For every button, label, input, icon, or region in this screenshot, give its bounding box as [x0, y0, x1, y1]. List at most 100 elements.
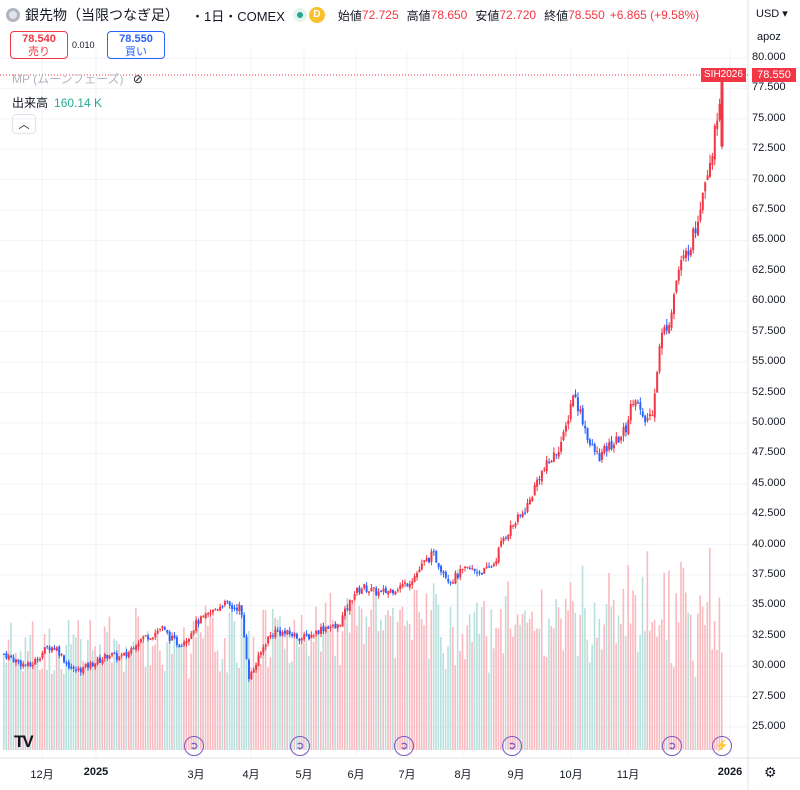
gear-icon[interactable]: ⚙	[764, 764, 777, 780]
candle-body	[341, 615, 344, 627]
volume-bar	[574, 612, 577, 750]
volume-bar	[567, 610, 569, 750]
y-axis-tick-label: 35.000	[752, 598, 786, 611]
candle-body	[127, 652, 130, 658]
volume-bar	[430, 610, 433, 750]
candle-body	[437, 563, 440, 568]
candle-body	[634, 400, 637, 406]
candle-body	[718, 104, 721, 120]
candle-body	[96, 658, 99, 665]
candle-body	[286, 630, 289, 635]
moon-phase-indicator[interactable]: MP (ムーンフェーズ) ⊘	[12, 70, 143, 87]
candle-body	[598, 452, 601, 462]
volume-bar	[663, 572, 665, 750]
lightning-event-icon[interactable]: ⚡	[712, 736, 732, 756]
tradingview-logo[interactable]: TV	[14, 732, 34, 751]
candle-body	[670, 312, 673, 328]
volume-bar	[221, 658, 224, 750]
candle-body	[348, 599, 351, 611]
volume-bar	[413, 589, 416, 750]
volume-bar	[317, 633, 320, 750]
volume-bar	[428, 658, 430, 750]
volume-bar	[312, 641, 315, 750]
candle-body	[12, 657, 15, 663]
dividend-event-icon[interactable]: ➲	[394, 736, 414, 756]
candle-body	[497, 547, 500, 563]
volume-bar	[245, 648, 248, 750]
volume-bar	[372, 590, 375, 750]
candle-body	[440, 565, 443, 572]
candle-body	[425, 558, 428, 562]
candle-body	[540, 470, 543, 482]
moon-phase-label: MP (ムーンフェーズ)	[12, 72, 124, 86]
candle-body	[144, 635, 147, 637]
collapse-indicators-button[interactable]: ︿	[12, 114, 36, 134]
volume-bar	[718, 597, 721, 750]
volume-bar	[315, 606, 317, 750]
volume-bar	[51, 674, 53, 750]
volume-bar	[660, 619, 663, 750]
volume-bar	[490, 609, 493, 750]
volume-bar	[471, 641, 473, 750]
candle-body	[235, 607, 238, 611]
candle-body	[430, 551, 433, 562]
currency-selector[interactable]: USD ▾	[756, 8, 788, 20]
volume-bar	[139, 641, 142, 750]
dividend-event-icon[interactable]: ➲	[502, 736, 522, 756]
candle-body	[27, 662, 30, 666]
candle-body	[533, 484, 536, 496]
candle-body	[574, 394, 577, 398]
candle-body	[588, 439, 591, 445]
volume-bar	[456, 569, 459, 750]
volume-bar	[283, 648, 286, 750]
candle-body	[519, 514, 522, 516]
scale-mode[interactable]: apoz	[757, 31, 781, 43]
candle-body	[572, 395, 575, 407]
volume-bar	[392, 607, 394, 750]
y-axis-tick-label: 55.000	[752, 355, 786, 368]
volume-bar	[123, 671, 125, 750]
volume-bar	[307, 655, 310, 750]
dividend-event-icon[interactable]: ➲	[662, 736, 682, 756]
volume-bar	[202, 638, 204, 750]
volume-bar	[243, 631, 245, 750]
candle-body	[209, 612, 212, 614]
buy-button[interactable]: 78.550 買い	[107, 31, 165, 59]
candle-body	[67, 661, 70, 668]
candle-body	[665, 324, 668, 331]
symbol-title[interactable]: 銀先物（当限つなぎ足）	[25, 7, 179, 23]
candle-body	[641, 411, 644, 417]
volume-bar	[519, 624, 521, 750]
volume-bar	[348, 632, 351, 750]
volume-bar	[12, 654, 15, 750]
candle-body	[358, 587, 361, 593]
candle-body	[315, 630, 318, 635]
candle-body	[644, 415, 647, 423]
volume-bar	[300, 614, 303, 750]
volume-bar	[360, 608, 363, 750]
volume-bar	[603, 624, 605, 750]
volume-indicator[interactable]: 出来高 160.14 K	[12, 94, 102, 111]
volume-bar	[259, 663, 262, 750]
volume-bar	[425, 593, 428, 750]
candle-body	[488, 566, 491, 568]
volume-bar	[524, 610, 526, 750]
candle-body	[132, 648, 135, 650]
candle-body	[231, 605, 234, 609]
volume-bar	[665, 639, 668, 750]
volume-bar	[387, 610, 389, 750]
dividend-event-icon[interactable]: ➲	[290, 736, 310, 756]
candle-body	[576, 397, 579, 412]
candle-body	[632, 403, 635, 405]
eye-hidden-icon[interactable]: ⊘	[132, 72, 143, 86]
interval-label: ・1日・COMEX	[191, 8, 285, 24]
dividend-event-icon[interactable]: ➲	[184, 736, 204, 756]
volume-bar	[572, 601, 574, 750]
candle-body	[84, 663, 87, 668]
volume-bar	[538, 628, 541, 750]
candle-body	[411, 581, 414, 585]
candle-body	[202, 616, 205, 618]
candle-body	[567, 420, 570, 425]
sell-button[interactable]: 78.540 売り	[10, 31, 68, 59]
